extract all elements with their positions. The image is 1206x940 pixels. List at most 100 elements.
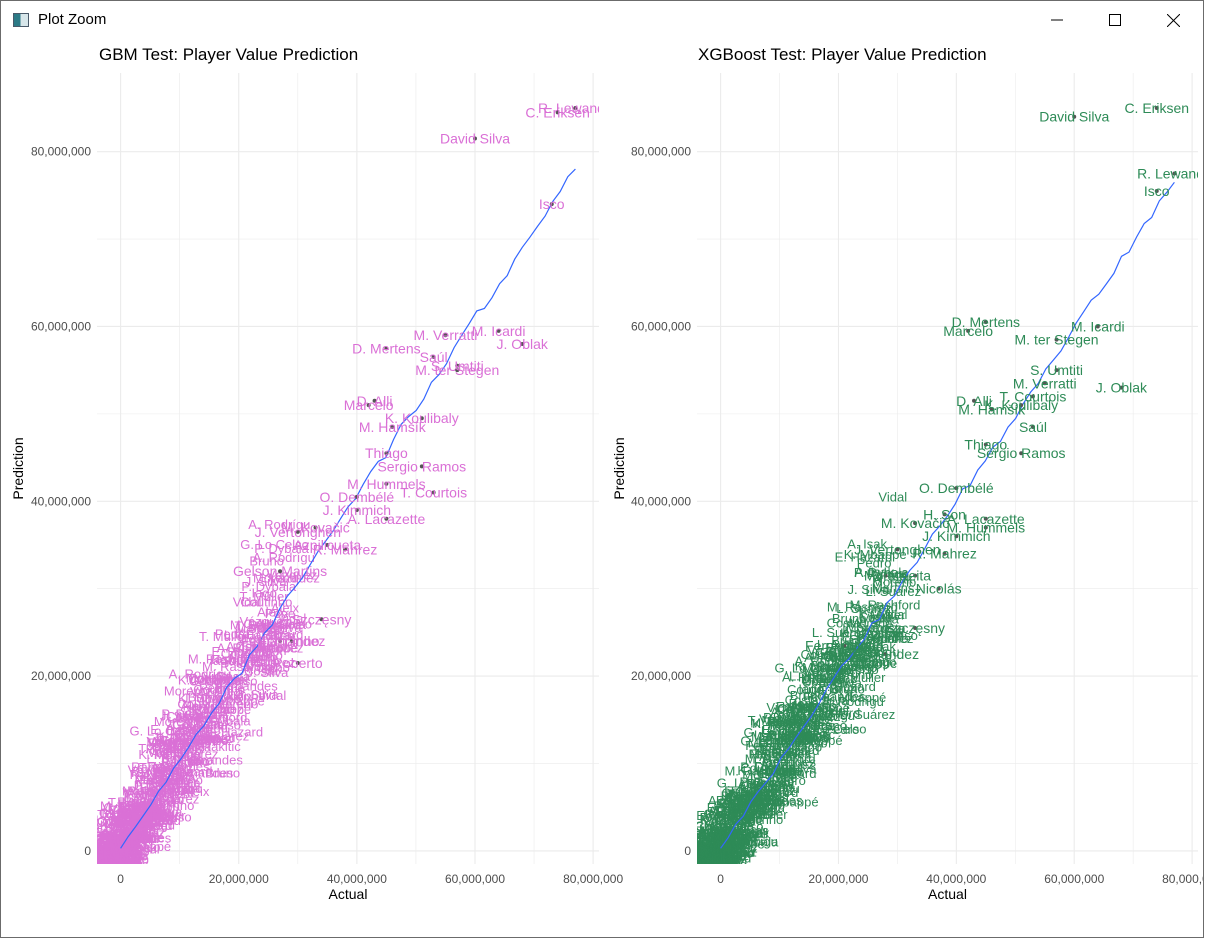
- gbm-dense-player-label: A. Rodrígu: [217, 641, 279, 656]
- gbm-dense-player-label: Coutinho: [221, 646, 273, 661]
- gbm-dense-player-label: Pepe: [197, 731, 227, 746]
- xgb-player-label: D. Alli: [956, 393, 992, 409]
- gbm-point-marker: [443, 333, 448, 338]
- xgb-dense-player-label: Bruno: [702, 845, 737, 860]
- xgb-dense-player-label: L. Suárez: [678, 877, 734, 892]
- title-bar[interactable]: Plot Zoom: [1, 1, 1203, 39]
- gbm-dense-player-label: Bruno: [188, 689, 223, 704]
- gbm-dense-player-label: A. Isak: [114, 816, 154, 831]
- gbm-labeled-point: M. Icardi: [472, 323, 526, 339]
- gbm-dense-player-label: Vidal: [258, 688, 287, 703]
- xgb-dense-player-label: M. Rashford: [676, 857, 747, 872]
- gbm-dense-player-label: Iago: [210, 653, 235, 668]
- gbm-dense-player-label: T. Müller: [239, 589, 289, 604]
- xgb-dense-player-label: A. Rodrígu: [716, 834, 778, 849]
- xgb-player-label: M. Kovačić: [881, 515, 949, 531]
- xgb-dense-player-label: P. Dybala: [679, 857, 734, 872]
- gbm-dense-player-label: E. Hazard: [211, 644, 269, 659]
- minimize-button[interactable]: [1028, 1, 1086, 39]
- close-button[interactable]: [1144, 1, 1202, 39]
- xgb-dense-player-label: Ramos: [692, 833, 734, 848]
- gbm-dense-player-label: L. Suárez: [124, 790, 180, 805]
- xgb-dense-player-label: Ramos: [689, 849, 731, 864]
- gbm-dense-player-label: Moreno: [85, 841, 129, 856]
- xgb-dense-player-label: K. Mbappé: [675, 863, 738, 878]
- xgb-dense-player-label: G. Lo Celso: [744, 725, 813, 740]
- gbm-dense-player-label: L. Suárez: [194, 729, 250, 744]
- xgb-point-marker: [983, 320, 988, 325]
- gbm-dense-player-label: P. Dybala: [141, 769, 196, 784]
- gbm-dense-player-label: Vidal: [151, 795, 180, 810]
- gbm-dense-player-label: Costa: [136, 788, 171, 803]
- xgb-dense-player-label: G. Lo Celso: [759, 736, 828, 751]
- xgb-dense-player-label: Moreno: [872, 575, 916, 590]
- xgb-dense-player-label: M. Rashford: [692, 825, 763, 840]
- gbm-point-marker: [295, 660, 300, 665]
- xgb-dense-player-label: Iago: [770, 760, 795, 775]
- gbm-dense-player-label: Costa: [187, 716, 222, 731]
- gbm-dense-player-label: Pepe: [104, 840, 134, 855]
- gbm-dense-player-label: L. Suárez: [95, 821, 151, 836]
- gbm-dense-player-label: Fernandes: [147, 759, 210, 774]
- xgb-dense-player-label: Ramos: [686, 859, 728, 874]
- gbm-dense-player-label: Coutinho: [81, 865, 133, 880]
- gbm-dense-player-label: A. Isak: [117, 802, 157, 817]
- gbm-dense-player-label: Ramos: [109, 841, 151, 856]
- gbm-dense-player-label: A. Isak: [103, 840, 143, 855]
- gbm-dense-player-label: Martins: [104, 826, 147, 841]
- gbm-dense-player-label: G. Lo Celso: [72, 855, 141, 870]
- gbm-dense-player-label: Coutinho: [172, 717, 224, 732]
- xgb-dense-player-label: L. Suárez: [789, 669, 845, 684]
- gbm-dense-player-label: J. Silva: [182, 691, 225, 706]
- gbm-dense-player-label: M. Rashford: [110, 813, 181, 828]
- xgb-dense-player-label: T. Müller: [696, 826, 746, 841]
- xgb-dense-player-label: Vázquez: [684, 850, 735, 865]
- gbm-dense-player-label: K. Mbappé: [86, 851, 149, 866]
- gbm-dense-player-label: Moreno: [122, 784, 166, 799]
- xgb-dense-player-label: G. Lo Celso: [775, 660, 844, 675]
- gbm-dense-player-label: Pedro: [146, 742, 181, 757]
- xgb-dense-player-label: M. Rashford: [680, 851, 751, 866]
- xgb-dense-player-label: Moreno: [686, 838, 730, 853]
- gbm-dense-player-label: Moreno: [214, 697, 258, 712]
- xgb-dense-player-label: E. Hazard: [842, 630, 900, 645]
- gbm-dense-player-label: P. Dybala: [87, 853, 142, 868]
- xgb-dense-player-label: Fernandes: [675, 847, 738, 862]
- xgb-dense-player-label: Costa: [788, 729, 823, 744]
- xgb-dense-player-label: Pepe: [697, 847, 727, 862]
- xgb-dense-player-label: A. Isak: [688, 860, 728, 875]
- gbm-dense-player-label: Iago: [252, 585, 277, 600]
- gbm-dense-player-label: J. Silva: [246, 665, 289, 680]
- gbm-dense-player-label: Vázquez: [269, 571, 320, 586]
- xgb-dense-player-label: K. Mbappé: [780, 733, 843, 748]
- gbm-dense-player-label: G. Lo Celso: [99, 805, 168, 820]
- xgb-dense-player-label: Pedro: [817, 663, 852, 678]
- xgb-dense-player-label: E. Hazard: [696, 808, 754, 823]
- gbm-point-marker: [384, 451, 389, 456]
- gbm-labeled-point: J. Kimmich: [323, 502, 391, 518]
- xgb-dense-player-label: Bruno: [719, 795, 754, 810]
- xgb-labeled-point: Keita: [899, 568, 931, 584]
- gbm-dense-player-label: Iago: [99, 845, 124, 860]
- xgb-dense-player-label: Bruno: [688, 853, 723, 868]
- xgb-labeled-point: Fernández: [852, 646, 919, 662]
- gbm-dense-player-label: J. Silva: [114, 819, 157, 834]
- gbm-dense-player-label: Moreno: [87, 861, 131, 876]
- gbm-dense-player-label: Rakitić: [202, 739, 242, 754]
- xgb-dense-player-label: Vidal: [878, 489, 907, 504]
- gbm-dense-player-label: Pepe: [160, 773, 190, 788]
- xgb-dense-player-label: T. Müller: [726, 790, 776, 805]
- gbm-dense-player-label: Vázquez: [82, 861, 133, 876]
- xgb-player-label: S. Umtiti: [1030, 362, 1083, 378]
- xgb-dense-player-label: A. Rodrígu: [721, 794, 783, 809]
- gbm-dense-player-label: E. Hazard: [150, 722, 208, 737]
- xgb-dense-player-label: A. Rodrígu: [678, 850, 740, 865]
- gbm-point-marker: [431, 355, 436, 360]
- xgb-player-label: M. Verratti: [1013, 375, 1077, 391]
- xgb-dense-player-label: G. Lo Celso: [798, 721, 867, 736]
- xgb-dense-player-label: Costa: [690, 858, 725, 873]
- xgb-dense-player-label: A. Isak: [689, 846, 729, 861]
- maximize-button[interactable]: [1086, 1, 1144, 39]
- gbm-dense-player-label: Martins: [146, 735, 189, 750]
- xgb-dense-player-label: Ramos: [689, 853, 731, 868]
